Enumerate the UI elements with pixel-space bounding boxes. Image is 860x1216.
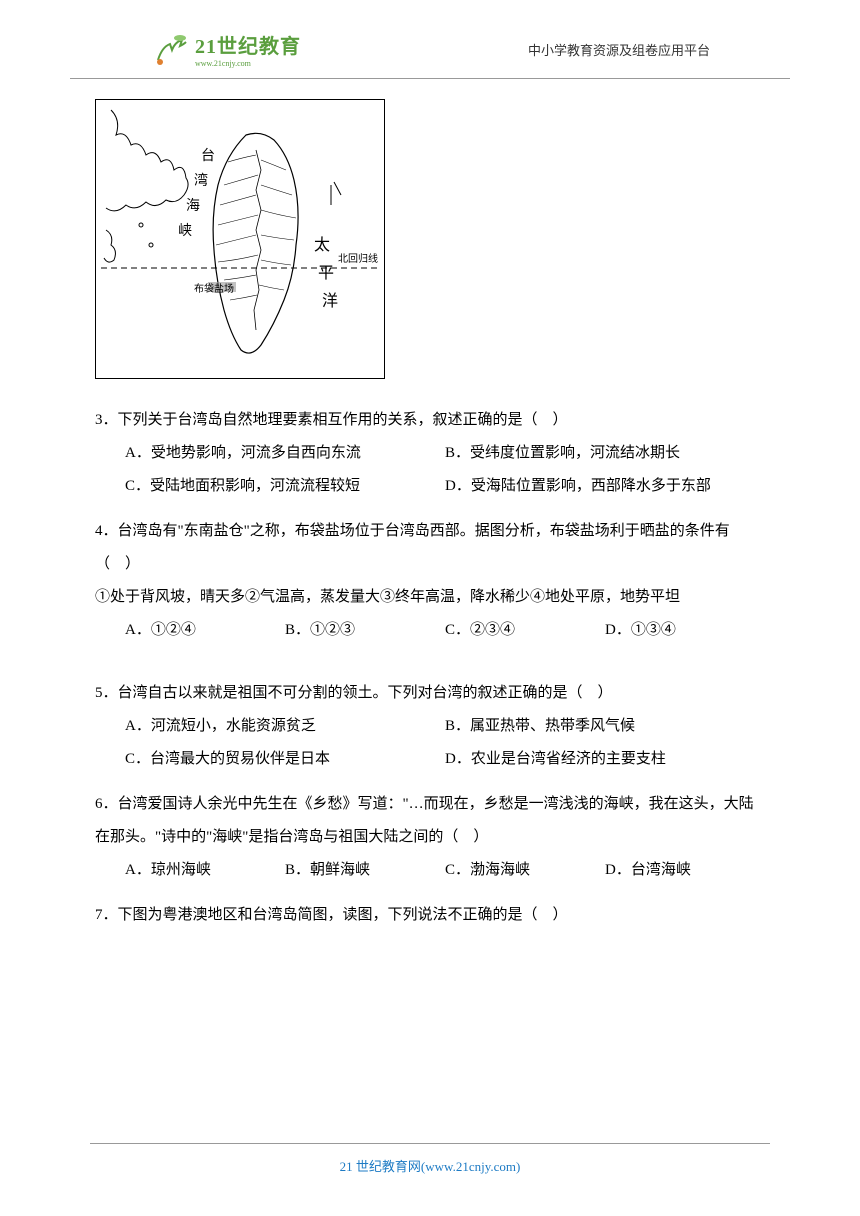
svg-text:太: 太 bbox=[314, 236, 330, 254]
q5-option-a: A．河流短小，水能资源贫乏 bbox=[125, 710, 445, 743]
question-3: 3．下列关于台湾岛自然地理要素相互作用的关系，叙述正确的是（ ） A．受地势影响… bbox=[95, 404, 765, 503]
q3-option-d: D．受海陆位置影响，西部降水多于东部 bbox=[445, 470, 765, 503]
logo-main-text: 21世纪教育 bbox=[195, 30, 301, 59]
svg-text:平: 平 bbox=[318, 265, 334, 282]
logo-icon bbox=[150, 32, 190, 67]
question-4-conditions: ①处于背风坡，晴天多②气温高，蒸发量大③终年高温，降水稀少④地处平原，地势平坦 bbox=[95, 581, 765, 614]
q3-option-c: C．受陆地面积影响，河流流程较短 bbox=[125, 470, 445, 503]
question-3-options-row2: C．受陆地面积影响，河流流程较短 D．受海陆位置影响，西部降水多于东部 bbox=[95, 470, 765, 503]
question-3-options-row1: A．受地势影响，河流多自西向东流 B．受纬度位置影响，河流结冰期长 bbox=[95, 437, 765, 470]
question-7: 7．下图为粤港澳地区和台湾岛简图，读图，下列说法不正确的是（ ） bbox=[95, 899, 765, 932]
q4-option-c: C．②③④ bbox=[445, 614, 605, 647]
q4-option-a: A．①②④ bbox=[125, 614, 285, 647]
footer-text: 21 世纪教育网(www.21cnjy.com) bbox=[340, 1159, 521, 1174]
logo-sub-text: www.21cnjy.com bbox=[195, 59, 301, 68]
question-5-options-row2: C．台湾最大的贸易伙伴是日本 D．农业是台湾省经济的主要支柱 bbox=[95, 743, 765, 776]
question-4: 4．台湾岛有"东南盐仓"之称，布袋盐场位于台湾岛西部。据图分析，布袋盐场利于晒盐… bbox=[95, 515, 765, 647]
q6-option-d: D．台湾海峡 bbox=[605, 854, 765, 887]
question-7-text: 7．下图为粤港澳地区和台湾岛简图，读图，下列说法不正确的是（ ） bbox=[95, 899, 765, 932]
question-4-options: A．①②④ B．①②③ C．②③④ D．①③④ bbox=[95, 614, 765, 647]
question-5-text: 5．台湾自古以来就是祖国不可分割的领土。下列对台湾的叙述正确的是（ ） bbox=[95, 677, 765, 710]
question-5-options-row1: A．河流短小，水能资源贫乏 B．属亚热带、热带季风气候 bbox=[95, 710, 765, 743]
question-6-options: A．琼州海峡 B．朝鲜海峡 C．渤海海峡 D．台湾海峡 bbox=[95, 854, 765, 887]
page-header: 21世纪教育 www.21cnjy.com 中小学教育资源及组卷应用平台 bbox=[70, 0, 790, 79]
logo-area: 21世纪教育 www.21cnjy.com bbox=[150, 30, 301, 68]
content-area: 台 湾 海 峡 太 平 洋 北回归线 布袋盐场 3．下列关于台湾岛自然地理要素相… bbox=[0, 79, 860, 964]
q5-option-c: C．台湾最大的贸易伙伴是日本 bbox=[125, 743, 445, 776]
page-footer: 21 世纪教育网(www.21cnjy.com) bbox=[0, 1133, 860, 1176]
q3-option-a: A．受地势影响，河流多自西向东流 bbox=[125, 437, 445, 470]
question-6-text: 6．台湾爱国诗人余光中先生在《乡愁》写道："…而现在，乡愁是一湾浅浅的海峡，我在… bbox=[95, 788, 765, 854]
svg-text:峡: 峡 bbox=[178, 223, 192, 239]
logo-text: 21世纪教育 www.21cnjy.com bbox=[195, 30, 301, 68]
q4-option-b: B．①②③ bbox=[285, 614, 445, 647]
svg-text:台: 台 bbox=[201, 148, 215, 164]
header-right-text: 中小学教育资源及组卷应用平台 bbox=[528, 40, 710, 59]
q5-option-b: B．属亚热带、热带季风气候 bbox=[445, 710, 765, 743]
svg-text:布袋盐场: 布袋盐场 bbox=[194, 282, 234, 295]
question-3-text: 3．下列关于台湾岛自然地理要素相互作用的关系，叙述正确的是（ ） bbox=[95, 404, 765, 437]
footer-divider bbox=[90, 1143, 770, 1144]
svg-text:海: 海 bbox=[186, 198, 200, 214]
q6-option-c: C．渤海海峡 bbox=[445, 854, 605, 887]
svg-text:洋: 洋 bbox=[322, 292, 338, 310]
q4-option-d: D．①③④ bbox=[605, 614, 765, 647]
q5-option-d: D．农业是台湾省经济的主要支柱 bbox=[445, 743, 765, 776]
question-5: 5．台湾自古以来就是祖国不可分割的领土。下列对台湾的叙述正确的是（ ） A．河流… bbox=[95, 677, 765, 776]
q6-option-b: B．朝鲜海峡 bbox=[285, 854, 445, 887]
question-6: 6．台湾爱国诗人余光中先生在《乡愁》写道："…而现在，乡愁是一湾浅浅的海峡，我在… bbox=[95, 788, 765, 887]
q3-option-b: B．受纬度位置影响，河流结冰期长 bbox=[445, 437, 765, 470]
svg-text:北回归线: 北回归线 bbox=[338, 252, 378, 265]
q6-option-a: A．琼州海峡 bbox=[125, 854, 285, 887]
taiwan-map: 台 湾 海 峡 太 平 洋 北回归线 布袋盐场 bbox=[95, 99, 385, 379]
question-4-text: 4．台湾岛有"东南盐仓"之称，布袋盐场位于台湾岛西部。据图分析，布袋盐场利于晒盐… bbox=[95, 515, 765, 581]
svg-text:湾: 湾 bbox=[194, 172, 208, 189]
